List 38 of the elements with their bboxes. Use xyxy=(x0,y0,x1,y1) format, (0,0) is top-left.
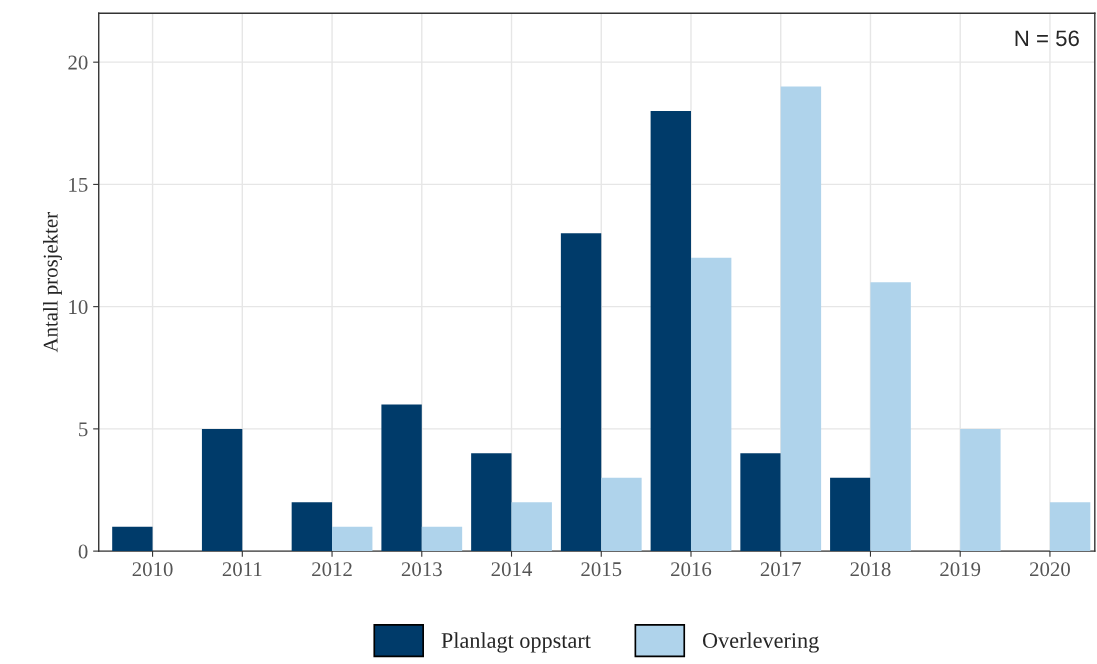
bar xyxy=(740,453,781,552)
bar xyxy=(291,502,333,552)
annotation: N = 56 xyxy=(1015,30,1079,47)
x-tick-label: 2017 xyxy=(760,562,801,577)
bar xyxy=(960,428,1001,552)
y-tick-label: 5 xyxy=(79,422,88,437)
x-tick-label: 2013 xyxy=(401,562,442,577)
bar xyxy=(381,404,422,552)
bar xyxy=(421,526,463,552)
bar xyxy=(560,233,602,552)
x-tick-label: 2012 xyxy=(312,562,352,577)
bar xyxy=(601,477,642,552)
bar xyxy=(1049,502,1091,552)
legend-label: Overlevering xyxy=(702,632,819,653)
y-tick-label: 10 xyxy=(69,300,88,315)
bar xyxy=(780,86,822,552)
x-tick-label: 2018 xyxy=(850,562,891,577)
bar xyxy=(332,526,373,552)
bar xyxy=(690,257,732,552)
x-tick-label: 2014 xyxy=(491,562,533,577)
x-tick-label: 2016 xyxy=(671,562,712,577)
bar xyxy=(201,428,243,552)
x-tick-label: 2019 xyxy=(940,562,981,577)
y-tick-label: 0 xyxy=(78,544,88,559)
x-tick-label: 2015 xyxy=(581,562,622,577)
bar xyxy=(511,502,552,552)
x-tick-label: 2020 xyxy=(1030,562,1070,577)
bar xyxy=(471,453,512,552)
y-tick-label: 20 xyxy=(68,55,88,70)
x-tick-label: 2011 xyxy=(222,562,262,577)
bar xyxy=(650,111,691,552)
x-tick-label: 2010 xyxy=(132,562,173,577)
y-tick-label: 15 xyxy=(69,177,88,192)
y-axis-title: Antall prosjekter xyxy=(43,212,62,353)
bar xyxy=(830,477,871,552)
bar xyxy=(112,526,153,552)
legend-label: Planlagt oppstart xyxy=(441,632,591,653)
bar xyxy=(870,282,911,552)
